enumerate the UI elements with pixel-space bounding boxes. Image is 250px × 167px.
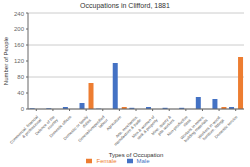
svg-text:120: 120 <box>14 58 25 64</box>
svg-text:0: 0 <box>21 106 25 112</box>
svg-text:200: 200 <box>14 26 25 32</box>
svg-text:Types of Occupation: Types of Occupation <box>109 152 164 158</box>
svg-text:40: 40 <box>17 90 24 96</box>
svg-text:160: 160 <box>14 42 25 48</box>
svg-text:General/unspecifiedlabour: General/unspecifiedlabour <box>77 114 109 146</box>
svg-text:Number of People: Number of People <box>8 36 9 85</box>
svg-text:80: 80 <box>17 74 24 80</box>
svg-text:Domestic service: Domestic service <box>213 114 239 140</box>
svg-text:240: 240 <box>14 11 25 17</box>
